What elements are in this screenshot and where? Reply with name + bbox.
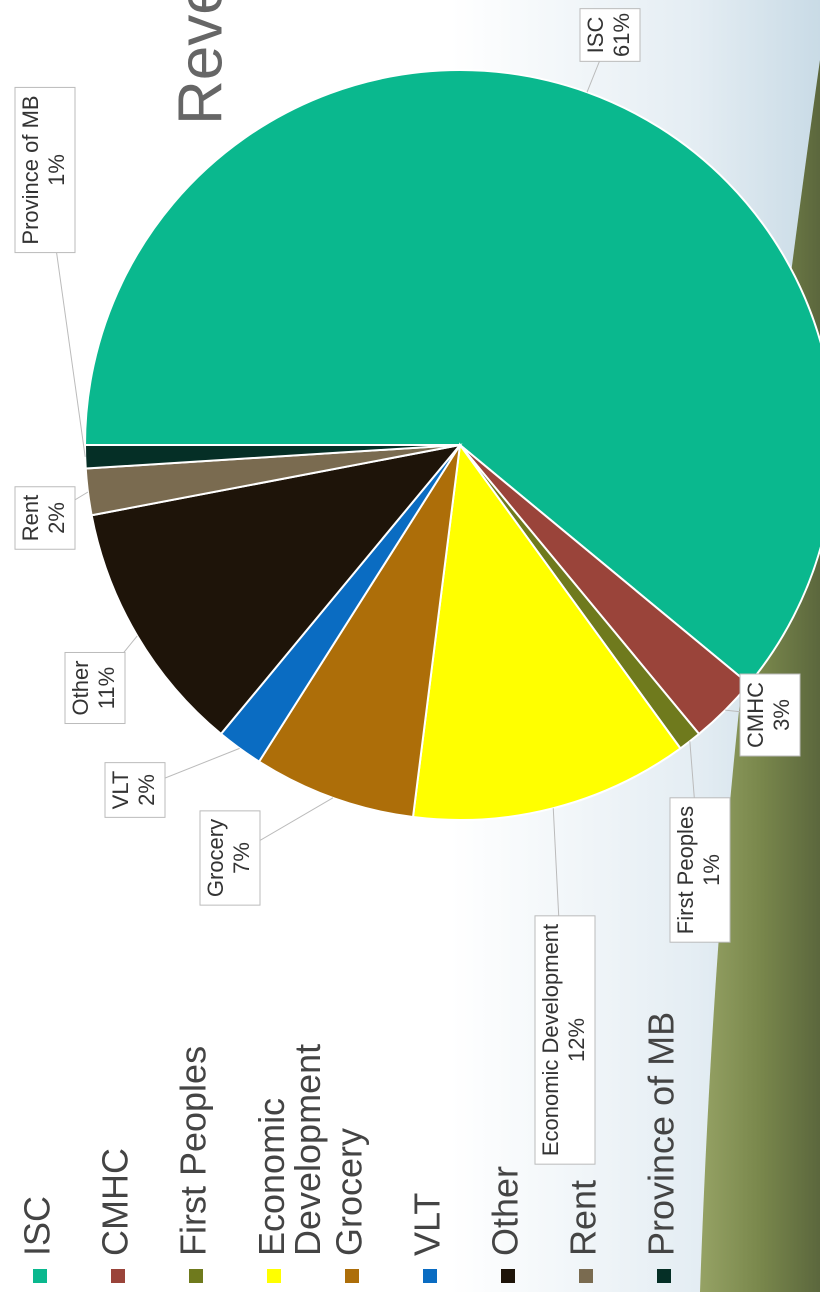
legend-label: EconomicDevelopment <box>251 1044 328 1256</box>
legend-swatch <box>345 1269 359 1283</box>
data-label-name: Other <box>68 660 93 715</box>
data-label-value: 7% <box>229 842 254 874</box>
legend-swatch <box>33 1269 47 1283</box>
legend-swatch <box>423 1269 437 1283</box>
data-label: Economic Development 12% <box>534 915 596 1165</box>
data-label-value: 11% <box>94 667 119 709</box>
pie-slice <box>257 444 461 819</box>
data-label-value: 2% <box>134 774 159 806</box>
data-label: Rent 2% <box>14 486 76 550</box>
legend-swatch <box>579 1269 593 1283</box>
legend-swatch <box>657 1269 671 1283</box>
legend-label: Province of MB <box>641 1012 682 1256</box>
data-label-box <box>739 673 801 757</box>
data-label-value: 12% <box>564 1018 589 1062</box>
pie-slice <box>90 443 463 736</box>
data-label-value: 2% <box>44 502 69 534</box>
legend-label: Rent <box>563 1180 604 1256</box>
data-label-box <box>104 762 166 818</box>
data-label-box <box>199 810 261 906</box>
data-label-box <box>14 86 76 254</box>
data-label-value: 1% <box>44 154 69 186</box>
legend-label: First Peoples <box>173 1046 214 1256</box>
data-label-name: VLT <box>108 771 133 810</box>
data-label: CMHC 3% <box>739 673 801 757</box>
data-label: First Peoples 1% <box>669 797 731 943</box>
legend: ISC CMHC First Peoples EconomicDevelopment G… <box>17 1012 682 1283</box>
data-label-name: Grocery <box>203 819 228 897</box>
data-label-box <box>14 486 76 550</box>
chart-title: Reve <box>166 0 235 125</box>
pie-slice <box>411 442 682 821</box>
legend-label: Grocery <box>329 1128 370 1256</box>
data-label: ISC 61% <box>579 8 641 62</box>
data-label-name: ISC <box>583 17 608 54</box>
data-label-box <box>534 915 596 1165</box>
data-label-name: Rent <box>18 495 43 541</box>
legend-swatch <box>111 1269 125 1283</box>
data-label-box <box>64 651 126 725</box>
legend-label: CMHC <box>95 1148 136 1256</box>
data-label-box <box>669 797 731 943</box>
data-label-name: First Peoples <box>673 806 698 934</box>
pie <box>83 69 820 821</box>
legend-label: VLT <box>407 1193 448 1256</box>
data-label-box <box>579 8 641 62</box>
data-label-value: 61% <box>609 13 634 57</box>
data-label-name: CMHC <box>743 682 768 748</box>
data-label-value: 3% <box>769 699 794 731</box>
data-label: Province of MB 1% <box>14 86 76 254</box>
legend-label: Other <box>485 1166 526 1256</box>
legend-swatch <box>189 1269 203 1283</box>
data-labels: ISC 61%CMHC 3%First Peoples 1%Economic Deve… <box>14 8 801 1165</box>
data-label-name: Economic Development <box>538 924 563 1156</box>
legend-label: ISC <box>17 1196 58 1256</box>
data-label: Grocery 7% <box>199 810 261 906</box>
data-label: Other 11% <box>64 651 126 725</box>
data-label-value: 1% <box>699 854 724 886</box>
data-label: VLT 2% <box>104 762 166 818</box>
legend-swatch <box>267 1269 281 1283</box>
data-label-name: Province of MB <box>18 95 43 244</box>
legend-swatch <box>501 1269 515 1283</box>
